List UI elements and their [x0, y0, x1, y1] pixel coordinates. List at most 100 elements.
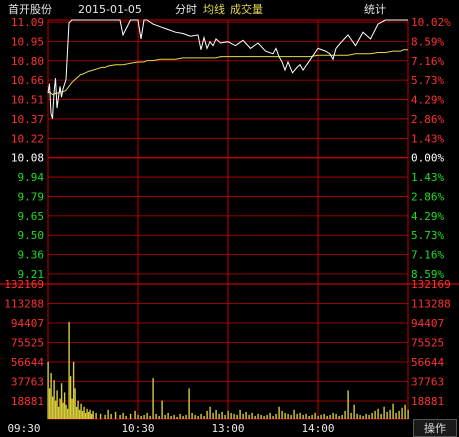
volume-bar: [359, 414, 361, 419]
volume-bar: [221, 411, 223, 419]
volume-legend: 成交量: [230, 2, 263, 16]
volume-bar: [302, 414, 304, 419]
volume-bar: [398, 410, 400, 419]
volume-bar: [386, 411, 388, 419]
volume-bar: [224, 414, 226, 419]
volume-bar: [245, 411, 247, 419]
volume-bar: [65, 404, 67, 419]
volume-bar: [83, 406, 85, 419]
volume-bar: [203, 415, 205, 419]
pct-tick-label: 8.59%: [411, 268, 444, 281]
volume-bar: [254, 415, 256, 419]
volume-bar: [89, 409, 91, 419]
volume-bar: [341, 414, 343, 419]
price-tick-label: 11.09: [11, 16, 44, 29]
price-tick-label: 9.50: [18, 229, 45, 242]
volume-bar: [329, 414, 331, 419]
volume-bar: [152, 378, 154, 419]
volume-bar: [380, 413, 382, 419]
pct-tick-label: 1.43%: [411, 132, 444, 145]
volume-bar: [173, 414, 175, 419]
volume-bar: [404, 404, 406, 419]
x-tick-labels: 09:30 10:30 13:00 14:00: [7, 422, 334, 435]
volume-bar: [374, 410, 376, 419]
volume-bar: [305, 413, 307, 419]
volume-bar: [62, 402, 64, 419]
volume-bar: [119, 414, 121, 419]
volume-bar: [233, 413, 235, 419]
volume-bar: [263, 415, 265, 419]
volume-bar: [77, 400, 79, 419]
price-tick-label: 10.66: [11, 74, 44, 87]
chart-date: 2015-01-05: [78, 3, 142, 16]
volume-bar: [299, 412, 301, 419]
volume-bar: [86, 408, 88, 419]
volume-bar: [107, 409, 109, 419]
stats-button[interactable]: 统计: [364, 3, 386, 16]
volume-bar: [392, 403, 394, 419]
volume-bar: [84, 412, 87, 419]
volume-tick-label-right: 94407: [411, 317, 444, 330]
volume-bar: [338, 415, 340, 419]
chart-mode: 分时: [175, 3, 197, 16]
volume-bar: [146, 412, 148, 419]
pct-tick-label: 5.73%: [411, 74, 444, 87]
volume-bar: [347, 390, 349, 419]
volume-bar: [320, 414, 322, 419]
volume-bar: [59, 398, 61, 419]
time-tick-label: 14:00: [301, 422, 334, 435]
volume-bars: [47, 321, 409, 419]
volume-bar: [311, 414, 313, 419]
volume-tick-label-left: 37763: [11, 376, 44, 389]
volume-bar: [353, 404, 355, 419]
volume-tick-label-left: 132169: [4, 278, 44, 291]
volume-bar: [362, 415, 364, 419]
volume-bar: [185, 414, 187, 419]
volume-tick-label-right: 132169: [411, 278, 451, 291]
pct-tick-label: 1.43%: [411, 171, 444, 184]
volume-bar: [69, 376, 72, 419]
volume-bar: [47, 361, 49, 419]
volume-bar: [51, 396, 54, 419]
volume-bar: [266, 414, 268, 419]
volume-tick-label-left: 113288: [4, 298, 44, 311]
volume-bar: [78, 409, 81, 419]
volume-bar: [110, 413, 112, 419]
price-tick-label: 10.80: [11, 55, 44, 68]
volume-bar: [57, 406, 60, 419]
volume-tick-label-left: 18881: [11, 395, 44, 408]
price-tick-label: 10.95: [11, 35, 44, 48]
volume-bar: [74, 388, 76, 419]
volume-bar: [164, 414, 166, 419]
volume-tick-label-left: 94407: [11, 317, 44, 330]
price-tick-label: 9.79: [18, 190, 45, 203]
volume-bar: [272, 415, 274, 419]
volume-bar: [194, 414, 196, 419]
volume-bar: [50, 373, 52, 419]
menu-button[interactable]: 操作: [413, 419, 457, 437]
price-tick-label: 9.94: [18, 171, 45, 184]
pct-tick-label: 10.02%: [411, 16, 451, 29]
volume-bar: [92, 410, 94, 419]
volume-bar: [287, 413, 289, 419]
volume-bar: [281, 410, 283, 419]
volume-bar: [75, 406, 78, 419]
volume-bar: [218, 413, 220, 419]
volume-tick-label-right: 56644: [411, 356, 444, 369]
volume-bar: [158, 415, 160, 419]
volume-bar: [161, 400, 163, 419]
volume-bar: [278, 406, 280, 419]
volume-bar: [260, 414, 262, 419]
price-line: [47, 19, 408, 119]
volume-tick-label-right: 37763: [411, 376, 444, 389]
volume-bar: [56, 390, 58, 419]
grid: [0, 19, 459, 420]
volume-bar: [215, 409, 217, 419]
volume-bar: [212, 412, 214, 419]
volume-bar: [239, 409, 241, 419]
volume-tick-label-left: 75525: [11, 337, 44, 350]
price-lines: [47, 19, 408, 119]
volume-bar: [368, 414, 370, 419]
